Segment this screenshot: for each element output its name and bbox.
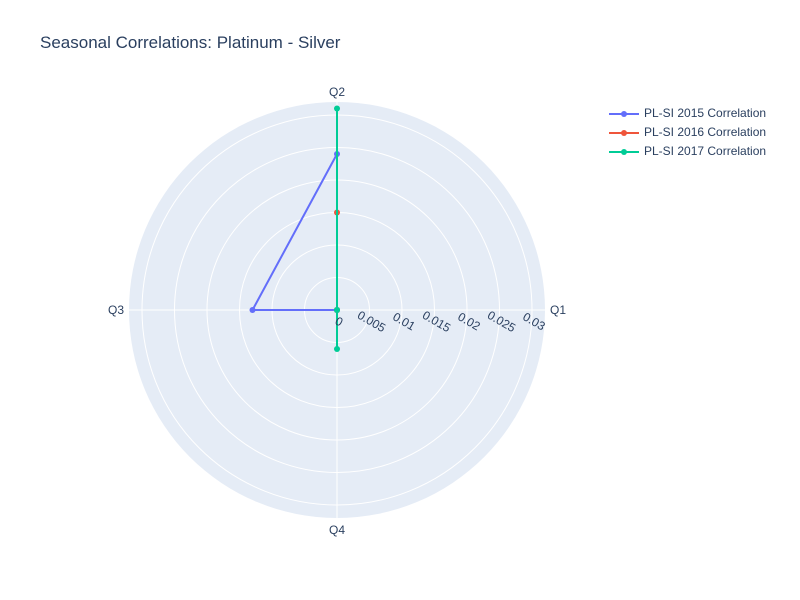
angular-tick-label: Q1 xyxy=(550,303,566,317)
angular-tick-label: Q2 xyxy=(329,85,345,99)
legend-label: PL-SI 2015 Correlation xyxy=(644,106,767,120)
series-point xyxy=(334,307,340,313)
series-point xyxy=(334,346,340,352)
series-group xyxy=(249,105,340,352)
legend-swatch xyxy=(609,130,639,136)
angular-tick-label: Q3 xyxy=(108,303,124,317)
legend-label: PL-SI 2016 Correlation xyxy=(644,125,767,139)
legend-swatch xyxy=(609,149,639,155)
angular-tick-label: Q4 xyxy=(329,523,345,537)
series-point xyxy=(249,307,256,313)
series-point xyxy=(334,105,340,112)
legend-label: PL-SI 2017 Correlation xyxy=(644,144,767,158)
legend-swatch xyxy=(609,111,639,117)
chart-title: Seasonal Correlations: Platinum - Silver xyxy=(40,33,341,52)
